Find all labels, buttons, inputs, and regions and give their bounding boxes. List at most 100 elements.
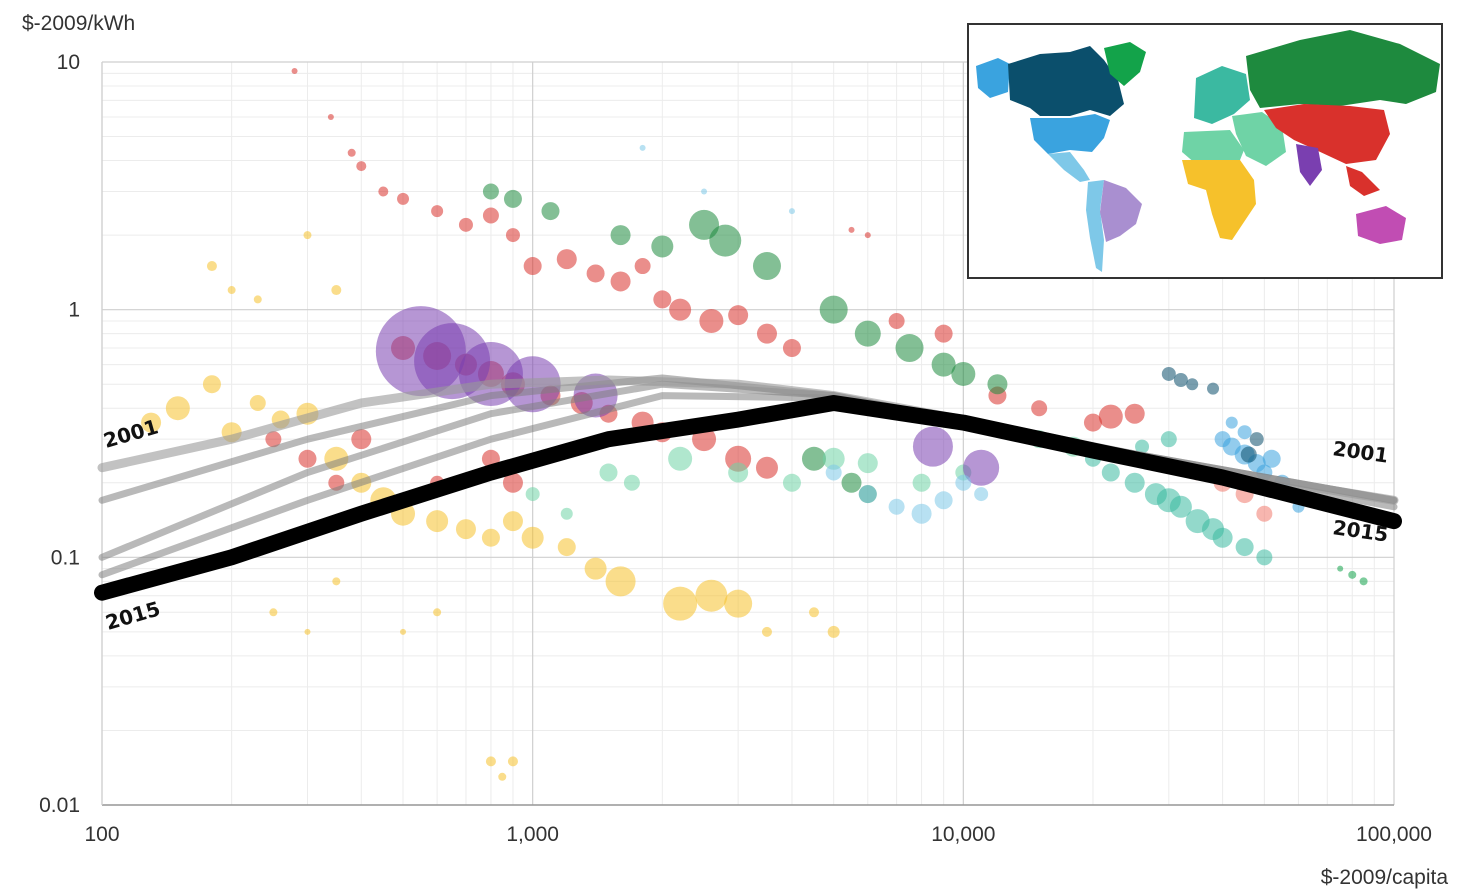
scatter-point-middle_east	[668, 446, 693, 471]
scatter-point-north_america_canada	[1207, 382, 1220, 395]
scatter-point-africa	[455, 519, 476, 540]
scatter-point-greenland_europe	[1348, 570, 1357, 579]
world-map-inset	[967, 23, 1443, 279]
scatter-point-africa	[165, 396, 190, 421]
scatter-point-russia_central_asia	[651, 235, 674, 258]
scatter-point-middle_east	[912, 473, 931, 492]
scatter-point-central_america	[911, 503, 932, 524]
scatter-point-salmon	[1256, 505, 1273, 522]
scatter-point-africa	[433, 608, 442, 617]
scatter-point-usa	[1225, 416, 1238, 429]
scatter-point-middle_east	[623, 474, 640, 491]
scatter-point-central_america	[974, 487, 989, 502]
x-tick-label: 10,000	[931, 823, 995, 846]
x-axis-label: $-2009/capita	[1321, 866, 1449, 889]
scatter-point-central_america	[825, 464, 842, 481]
scatter-point-asia	[634, 258, 651, 275]
scatter-point-russia_central_asia	[987, 374, 1008, 395]
map-middle-east	[1232, 112, 1286, 166]
scatter-point-central_america	[955, 474, 972, 491]
scatter-point-russia_central_asia	[801, 446, 826, 471]
scatter-point-europe_teal	[1212, 527, 1233, 548]
scatter-point-middle_east	[599, 463, 618, 482]
map-russia	[1246, 30, 1440, 108]
scatter-point-africa	[663, 586, 698, 621]
scatter-point-asia	[265, 431, 282, 448]
scatter-point-asia	[397, 192, 410, 205]
year-label-2001-right: 2001	[1331, 436, 1389, 468]
map-africa	[1182, 160, 1256, 240]
scatter-point-asia	[699, 308, 724, 333]
scatter-point-middle_east	[525, 487, 540, 502]
year-label-2001-left: 2001	[101, 414, 161, 452]
scatter-point-africa	[249, 394, 266, 411]
scatter-point-europe_teal	[1169, 495, 1192, 518]
scatter-point-asia	[327, 113, 334, 120]
map-usa	[1030, 114, 1110, 154]
scatter-point-asia	[864, 232, 871, 239]
map-australia	[1356, 206, 1406, 244]
scatter-point-africa	[507, 756, 518, 767]
scatter-point-russia_central_asia	[854, 320, 881, 347]
scatter-point-russia_central_asia	[709, 224, 742, 257]
scatter-point-africa	[695, 579, 728, 612]
scatter-point-russia_central_asia	[610, 225, 631, 246]
year-label-2015-left: 2015	[103, 596, 163, 634]
scatter-point-asia	[1098, 404, 1123, 429]
scatter-point-asia	[610, 271, 631, 292]
map-southeast-asia	[1346, 166, 1380, 196]
scatter-point-asia	[502, 472, 523, 493]
scatter-point-north_america_canada	[1249, 432, 1264, 447]
scatter-point-africa	[557, 538, 576, 557]
scatter-point-africa	[521, 526, 544, 549]
scatter-point-central_america	[788, 208, 795, 215]
scatter-point-russia_central_asia	[931, 352, 956, 377]
scatter-point-middle_east	[782, 473, 801, 492]
scatter-point-africa	[605, 566, 636, 597]
scatter-point-asia	[1031, 400, 1048, 417]
scatter-point-central_america	[888, 498, 905, 515]
scatter-point-greenland_europe	[1337, 565, 1344, 572]
trend-lines	[94, 374, 1402, 601]
scatter-point-north_america_canada	[1161, 366, 1176, 381]
scatter-point-europe_teal	[1235, 538, 1254, 557]
scatter-point-russia_central_asia	[541, 202, 560, 221]
scatter-point-asia	[356, 161, 367, 172]
map-south-america	[1100, 180, 1142, 242]
scatter-point-russia_central_asia	[482, 183, 499, 200]
scatter-point-asia	[378, 186, 389, 197]
scatter-point-africa	[485, 756, 496, 767]
scatter-point-europe_teal	[1101, 463, 1120, 482]
scatter-point-africa	[584, 557, 607, 580]
y-tick-label: 0.01	[39, 794, 80, 817]
scatter-point-europe_teal	[1124, 472, 1145, 493]
scatter-point-russia_central_asia	[895, 334, 924, 363]
scatter-point-africa	[827, 625, 840, 638]
scatter-point-russia_central_asia	[819, 295, 848, 324]
scatter-point-asia	[1083, 413, 1102, 432]
scatter-point-middle_east	[857, 453, 878, 474]
scatter-point-south_asia	[963, 449, 1000, 486]
scatter-point-africa	[206, 261, 217, 272]
map-canada	[1008, 46, 1124, 116]
scatter-point-africa	[761, 626, 772, 637]
scatter-point-north_america_canada	[1173, 373, 1188, 388]
scatter-point-russia_central_asia	[841, 472, 862, 493]
map-south-america-west	[1086, 180, 1104, 272]
y-axis-label: $-2009/kWh	[22, 12, 135, 35]
scatter-point-north_america_canada	[1240, 446, 1257, 463]
scatter-point-russia_central_asia	[752, 252, 781, 281]
scatter-point-middle_east	[822, 447, 845, 470]
scatter-point-europe_teal	[1160, 431, 1177, 448]
scatter-point-russia_central_asia	[951, 361, 976, 386]
scatter-point-usa	[1262, 449, 1281, 468]
scatter-point-asia	[482, 207, 499, 224]
scatter-point-asia	[653, 290, 672, 309]
scatter-point-asia	[556, 249, 577, 270]
scatter-point-central_america	[701, 188, 708, 195]
scatter-point-africa	[304, 628, 311, 635]
scatter-point-central_america	[858, 485, 877, 504]
scatter-point-africa	[303, 231, 312, 240]
scatter-point-asia	[431, 205, 444, 218]
scatter-point-africa	[253, 295, 262, 304]
